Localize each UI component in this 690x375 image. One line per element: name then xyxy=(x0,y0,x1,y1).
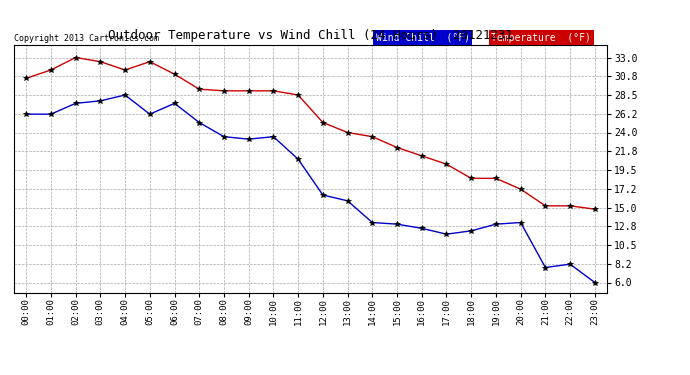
Text: Copyright 2013 Cartronics.com: Copyright 2013 Cartronics.com xyxy=(14,33,159,42)
Title: Outdoor Temperature vs Wind Chill (24 Hours)  20121231: Outdoor Temperature vs Wind Chill (24 Ho… xyxy=(108,30,513,42)
Text: Temperature  (°F): Temperature (°F) xyxy=(491,33,591,42)
Text: Wind Chill  (°F): Wind Chill (°F) xyxy=(376,33,470,42)
